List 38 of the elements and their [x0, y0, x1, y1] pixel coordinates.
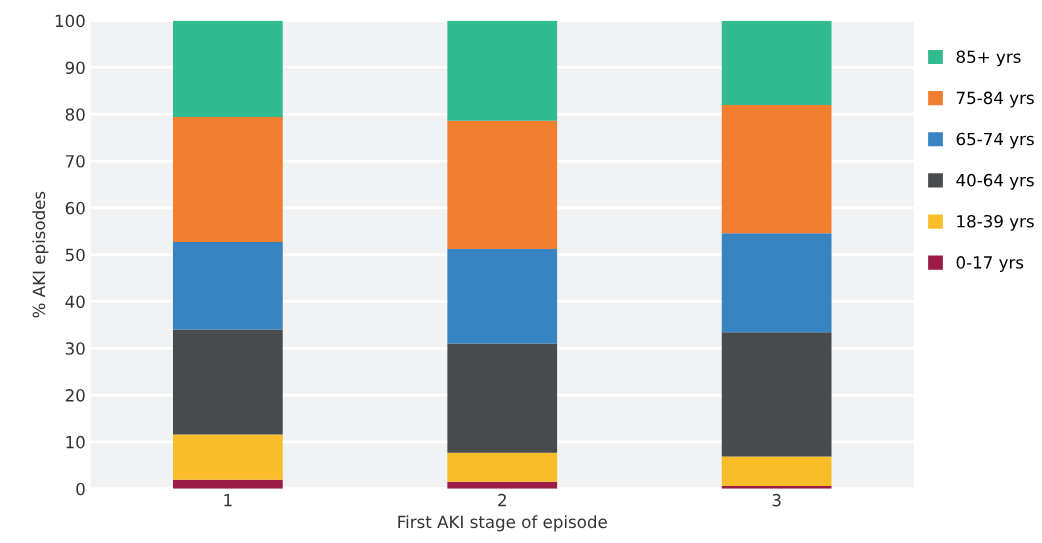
bar — [447, 20, 558, 121]
y-tick-label: 100 — [55, 14, 85, 28]
bar — [172, 20, 283, 118]
legend-label: 65-74 yrs — [956, 132, 1034, 149]
bar — [172, 434, 283, 480]
y-tick-label: 30 — [65, 342, 85, 355]
y-tick-label: 40 — [65, 295, 85, 309]
y-tick-label: 20 — [65, 389, 85, 402]
bar — [172, 329, 283, 435]
y-axis-title: % AKI episodes — [32, 191, 49, 318]
legend-label: 18-39 yrs — [957, 214, 1034, 231]
y-tick-label: 90 — [65, 61, 85, 75]
bar — [721, 456, 832, 486]
bar — [447, 120, 558, 250]
legend-label: 75-84 yrs — [956, 91, 1034, 108]
y-tick-label: 70 — [65, 155, 85, 168]
legend-label: 0-17 yrs — [956, 256, 1024, 272]
x-tick-label: 3 — [772, 493, 781, 507]
bar — [172, 479, 283, 489]
bar — [721, 20, 832, 105]
bar — [447, 249, 558, 344]
y-tick-label: 50 — [65, 248, 85, 262]
y-tick-label: 10 — [66, 435, 85, 449]
bar — [447, 343, 558, 453]
x-axis-title: First AKI stage of episode — [398, 515, 607, 532]
y-tick-label: 0 — [76, 482, 85, 496]
x-tick-label: 2 — [498, 493, 506, 507]
bar — [172, 117, 283, 243]
bar — [447, 452, 558, 482]
bar — [721, 332, 832, 457]
y-tick-label: 80 — [65, 108, 85, 121]
bar — [721, 104, 832, 234]
bar — [721, 233, 832, 333]
x-tick-label: 1 — [224, 494, 232, 507]
legend-label: 85+ yrs — [956, 50, 1021, 67]
legend-label: 40-64 yrs — [956, 173, 1034, 190]
bar — [172, 242, 283, 330]
y-tick-label: 60 — [65, 201, 85, 215]
